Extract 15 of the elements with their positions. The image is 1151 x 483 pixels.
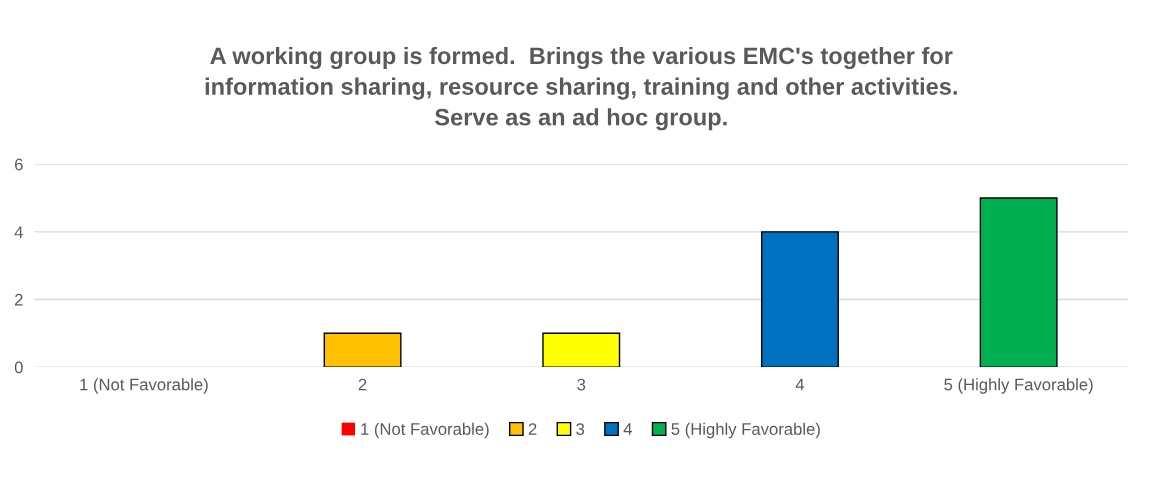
legend-label: 5 (Highly Favorable) — [671, 422, 820, 439]
x-tick-label: 2 — [358, 378, 367, 391]
x-tick-label: 1 (Not Favorable) — [80, 378, 208, 394]
x-tick-label: 5 (Highly Favorable) — [944, 378, 1093, 394]
y-tick-label: 0 — [14, 361, 23, 374]
y-tick-label: 4 — [14, 226, 23, 238]
legend-label: 4 — [623, 423, 632, 435]
chart-title: A working group is formed. Brings the various EMC's together for information sharing, resource sharing, training and other activities. Serve as an ad hoc group. — [205, 46, 957, 131]
y-tick-label: 2 — [14, 293, 23, 306]
x-tick-label: 4 — [795, 378, 805, 391]
legend-label: 3 — [576, 423, 585, 435]
legend-label: 2 — [528, 423, 537, 435]
x-tick-label: 3 — [577, 378, 586, 391]
legend-label: 1 (Not Favorable) — [361, 422, 489, 439]
y-tick-label: 6 — [15, 158, 23, 171]
